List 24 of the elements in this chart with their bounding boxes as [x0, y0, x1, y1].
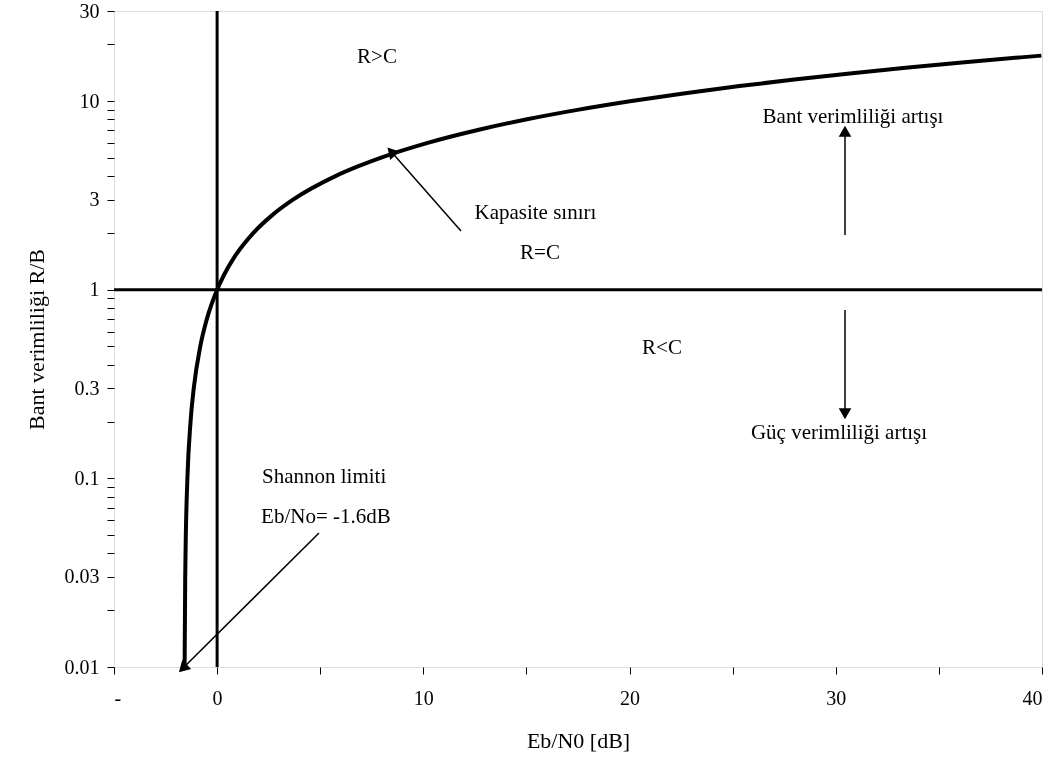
- annotation: Güç verimliliği artışı: [750, 420, 928, 444]
- x-axis-title: Eb/N0 [dB]: [526, 727, 631, 753]
- x-tick-label: 0: [212, 686, 223, 709]
- y-tick-label: 0.3: [74, 376, 100, 399]
- annotation: Kapasite sınırı: [474, 200, 597, 225]
- y-axis-title: Bant verimliliği R/B: [23, 249, 49, 430]
- x-tick-label: 20: [620, 686, 641, 709]
- y-tick-label: 30: [79, 0, 100, 22]
- y-tick-label: 10: [79, 89, 100, 112]
- annotation: Eb/No= -1.6dB: [261, 504, 391, 528]
- y-tick-label: 0.1: [74, 466, 100, 489]
- annotation: Bant verimliliği artışı: [762, 104, 944, 128]
- x-tick-label: 10: [413, 686, 434, 709]
- annotation: Shannon limiti: [262, 464, 387, 488]
- x-tick-label: 40: [1022, 686, 1043, 709]
- x-tick-label: 30: [826, 686, 847, 709]
- y-tick-label: 0.03: [64, 565, 100, 588]
- annotation: R=C: [520, 240, 560, 264]
- x-tick-label: -: [114, 686, 122, 709]
- annotation: R>C: [357, 44, 397, 68]
- y-tick-label: 3: [89, 188, 100, 211]
- y-tick-label: 0.01: [64, 655, 100, 678]
- annotation: R<C: [642, 335, 682, 359]
- y-tick-label: 1: [89, 278, 100, 301]
